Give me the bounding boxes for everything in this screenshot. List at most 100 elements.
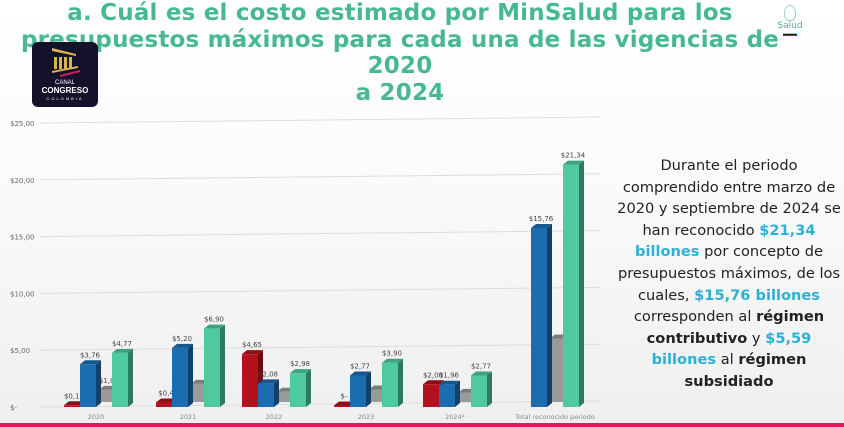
bar <box>471 371 492 407</box>
y-tick-label: $20,00 <box>10 177 35 185</box>
bar-top <box>471 371 492 376</box>
bar <box>172 343 193 407</box>
leaf-icon <box>784 5 796 21</box>
capitol-icon <box>52 48 80 77</box>
highlight-total: $21,34 billones <box>635 221 816 261</box>
bar-front <box>99 389 115 402</box>
bar-front <box>382 362 398 407</box>
bar-front <box>471 375 487 407</box>
bar-top <box>382 358 403 363</box>
bar <box>382 358 403 407</box>
bar-front <box>156 402 172 407</box>
bar-side <box>487 371 492 407</box>
logo-text-colombia: COLOMBIA <box>46 96 84 101</box>
gridline <box>39 286 601 294</box>
x-tick-label: 2020 <box>88 413 105 421</box>
bar <box>112 348 133 407</box>
bar <box>531 223 552 407</box>
x-tick-label: 2022 <box>266 413 283 421</box>
bar-front <box>531 227 547 407</box>
bar-front <box>277 391 293 402</box>
bar-top <box>242 350 263 355</box>
bold-subsidiado: régimen subsidiado <box>684 351 807 390</box>
bar-top <box>204 324 225 329</box>
data-label: $2,77 <box>471 363 491 371</box>
bar-top <box>172 343 193 348</box>
bar-side <box>366 371 371 407</box>
data-label: $1,96 <box>439 372 460 380</box>
data-label: $2,98 <box>290 360 310 368</box>
bar-side <box>547 223 552 407</box>
text-part: por concepto de presupuestos máximos, de… <box>617 243 841 304</box>
bar-front <box>242 354 258 407</box>
y-tick-label: $10,00 <box>10 290 35 298</box>
x-tick-label: 2021 <box>180 413 197 421</box>
title-line-3: a 2024 <box>355 79 445 106</box>
data-label: $0,4 <box>158 389 174 397</box>
gridline <box>39 343 601 351</box>
bar <box>563 160 584 407</box>
bar-top <box>334 401 355 406</box>
bar-top <box>439 380 460 385</box>
data-label: $3,90 <box>382 350 402 358</box>
data-label: $2,77 <box>350 363 370 371</box>
bar-front <box>369 389 385 402</box>
salud-label: Salud <box>777 21 803 31</box>
bar-side <box>188 343 193 407</box>
bar <box>350 371 371 407</box>
gridline <box>39 116 601 124</box>
data-label: $15,76 <box>529 215 554 223</box>
logo-text-canal: CANAL <box>54 80 75 86</box>
bar-side <box>455 380 460 407</box>
bar-side <box>398 358 403 407</box>
bar <box>290 369 311 407</box>
bar-top <box>563 160 584 165</box>
data-label: $6,90 <box>204 316 224 324</box>
bar <box>204 324 225 407</box>
x-tick-label: 2024* <box>445 413 466 421</box>
bar-front <box>112 352 128 407</box>
bar-side <box>579 160 584 407</box>
data-label: $4,65 <box>242 341 262 349</box>
bar-top <box>290 369 311 374</box>
bar <box>439 380 460 407</box>
bar-top <box>423 380 444 385</box>
y-tick-label: $5,00 <box>10 347 30 355</box>
flag-icon <box>783 33 797 36</box>
bar-front <box>458 392 474 402</box>
data-label: $2,00 <box>423 371 443 379</box>
bar-top <box>531 223 552 228</box>
bar-front <box>172 347 188 407</box>
text-part: corresponden al <box>633 308 757 326</box>
bar-front <box>423 384 439 407</box>
logo-text-congreso: CONGRESO <box>41 86 89 95</box>
bar-top <box>64 401 85 406</box>
bar-top <box>112 348 133 353</box>
bold-contributivo: régimen contributivo <box>646 308 825 347</box>
bar-side <box>128 348 133 407</box>
data-label: $4,77 <box>112 340 132 348</box>
data-label: $- <box>341 393 348 401</box>
bar <box>80 360 101 407</box>
bar-front <box>80 364 96 407</box>
bar-side <box>96 360 101 407</box>
bar-front <box>563 164 579 407</box>
accent-bar <box>0 423 844 427</box>
summary-text: Durante el periodo comprendido entre mar… <box>612 155 844 393</box>
title-line-2: presupuestos máximos para cada una de la… <box>20 26 780 80</box>
y-tick-label: $15,00 <box>10 234 35 242</box>
bar-top <box>80 360 101 365</box>
data-label: $5,20 <box>172 335 192 343</box>
bar-front <box>290 373 306 407</box>
bar-front <box>350 375 366 407</box>
gridline <box>39 230 601 238</box>
bar-front <box>258 383 274 407</box>
bar-side <box>220 324 225 407</box>
bar-top <box>258 379 279 384</box>
bar-side <box>306 369 311 407</box>
gridline <box>39 400 601 408</box>
data-label: $1,07 <box>99 377 119 385</box>
bar-front <box>550 338 566 402</box>
canal-congreso-logo: CANAL CONGRESO COLOMBIA <box>32 42 98 107</box>
gridline <box>39 173 601 181</box>
